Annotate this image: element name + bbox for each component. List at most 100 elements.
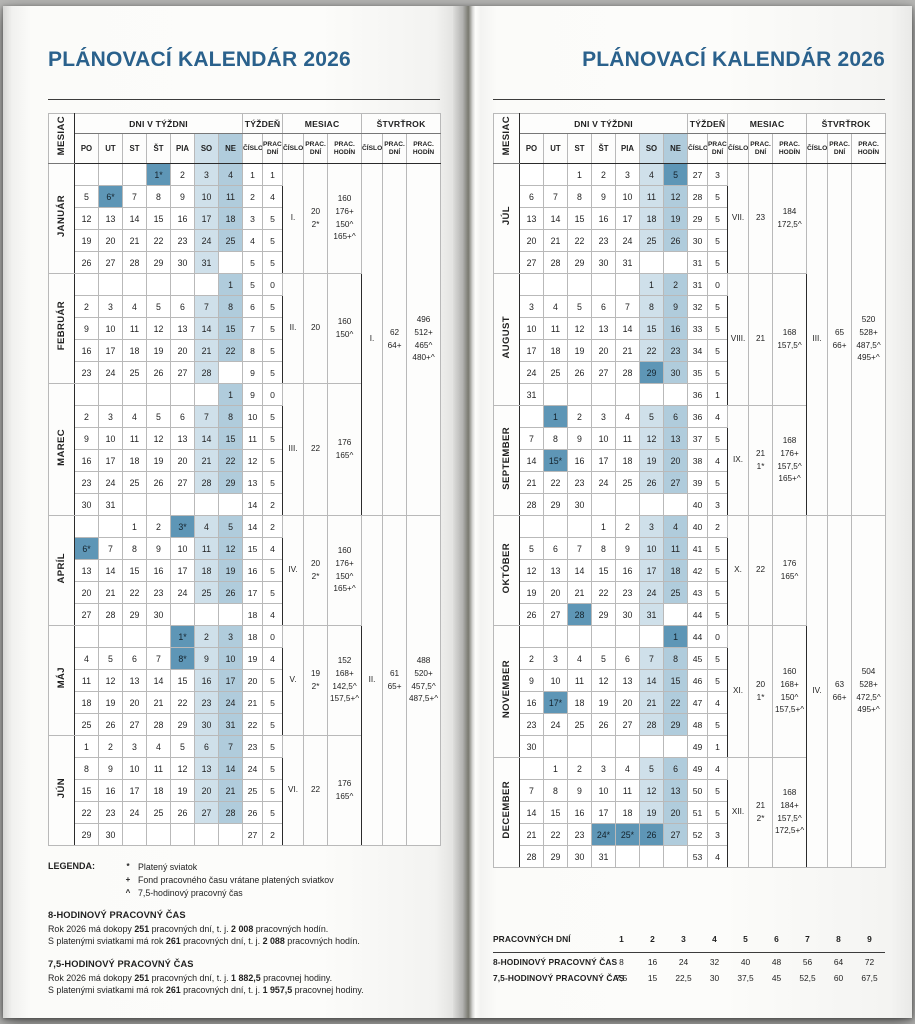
hours-value: 64 bbox=[833, 957, 844, 967]
day-cell: 11 bbox=[217, 185, 244, 208]
day-cell: 7 bbox=[122, 185, 147, 208]
day-cell bbox=[639, 625, 664, 648]
hours-value: 48 bbox=[771, 957, 782, 967]
day-cell bbox=[217, 251, 244, 274]
day-cell: 2 bbox=[662, 273, 689, 296]
week-number: 14 bbox=[242, 515, 264, 538]
week-workdays: 4 bbox=[262, 537, 284, 560]
day-cell: 18 bbox=[74, 691, 99, 714]
month-workdays: 20 1* bbox=[748, 625, 774, 758]
day-cell: 12 bbox=[74, 207, 99, 230]
day-cell: 4 bbox=[146, 735, 171, 758]
day-cell: 20 bbox=[194, 779, 219, 802]
hours-value: 56 bbox=[802, 957, 813, 967]
month-label-text: MÁJ bbox=[55, 667, 67, 689]
day-cell: 25 bbox=[567, 713, 592, 736]
note-text-segment: 2 088 bbox=[262, 936, 285, 946]
day-cell: 2 bbox=[567, 757, 592, 780]
quarter-numeral: IV. bbox=[806, 515, 829, 868]
day-cell: 12 bbox=[519, 559, 544, 582]
day-cell: 27 bbox=[98, 251, 123, 274]
week-workdays: 5 bbox=[262, 317, 284, 340]
week-number: 25 bbox=[242, 779, 264, 802]
day-cell: 16 bbox=[662, 317, 689, 340]
day-cell: 13 bbox=[74, 559, 99, 582]
day-cell: 13 bbox=[170, 317, 195, 340]
day-cell: 3* bbox=[170, 515, 195, 538]
week-number: 17 bbox=[242, 581, 264, 604]
month-label-text: SEPTEMBER bbox=[500, 426, 512, 490]
day-cell: 16 bbox=[615, 559, 640, 582]
day-cell bbox=[74, 273, 99, 296]
day-cell: 28 bbox=[639, 713, 664, 736]
day-cell: 28 bbox=[567, 603, 592, 626]
day-cell bbox=[74, 515, 99, 538]
day-cell: 28 bbox=[543, 251, 568, 274]
hours-value: 52,5 bbox=[799, 973, 816, 983]
quarter-number-header: ČÍSLO bbox=[806, 133, 829, 164]
hours-value: 32 bbox=[709, 957, 720, 967]
week-number: 28 bbox=[687, 185, 709, 208]
day-cell: 28 bbox=[217, 801, 244, 824]
month-group-label: MESIAC bbox=[282, 113, 363, 134]
weekday-header: UT bbox=[98, 133, 123, 164]
hours-value: 72 bbox=[864, 957, 875, 967]
day-cell: 24 bbox=[194, 229, 219, 252]
day-cell bbox=[662, 845, 689, 868]
day-cell: 9 bbox=[591, 185, 616, 208]
day-cell: 15* bbox=[543, 449, 568, 472]
week-workdays: 5 bbox=[262, 581, 284, 604]
day-cell: 19 bbox=[146, 339, 171, 362]
day-cell bbox=[519, 273, 544, 296]
day-cell: 6 bbox=[543, 537, 568, 560]
day-cell: 1 bbox=[74, 735, 99, 758]
day-cell: 29 bbox=[146, 251, 171, 274]
day-cell: 28 bbox=[519, 493, 544, 516]
week-number: 21 bbox=[242, 691, 264, 714]
note-line: Rok 2026 má dokopy 251 pracovných dní, t… bbox=[48, 973, 440, 985]
day-cell bbox=[639, 735, 664, 758]
day-cell bbox=[591, 735, 616, 758]
day-cell: 15 bbox=[543, 801, 568, 824]
week-workdays: 5 bbox=[262, 251, 284, 274]
day-cell: 19 bbox=[567, 339, 592, 362]
day-cell: 17 bbox=[170, 559, 195, 582]
month-workdays: 20 2* bbox=[303, 163, 329, 274]
day-cell: 12 bbox=[170, 757, 195, 780]
day-cell: 10 bbox=[170, 537, 195, 560]
day-cell: 20 bbox=[170, 339, 195, 362]
day-cell: 3 bbox=[591, 405, 616, 428]
week-number: 2 bbox=[242, 185, 264, 208]
week-number: 51 bbox=[687, 801, 709, 824]
day-cell: 10 bbox=[194, 185, 219, 208]
day-cell: 16 bbox=[74, 339, 99, 362]
month-axis-label-text: MESIAC bbox=[500, 116, 512, 156]
note-text-segment: pracovných dní, t. j. bbox=[149, 972, 232, 983]
day-cell bbox=[519, 515, 544, 538]
day-cell bbox=[615, 735, 640, 758]
day-cell: 4 bbox=[662, 515, 689, 538]
day-cell: 27 bbox=[194, 801, 219, 824]
month-numeral: VII. bbox=[727, 163, 750, 274]
day-cell: 10 bbox=[519, 317, 544, 340]
day-cell: 1 bbox=[217, 273, 244, 296]
day-cell: 5 bbox=[639, 757, 664, 780]
day-cell: 11 bbox=[662, 537, 689, 560]
week-number: 20 bbox=[242, 669, 264, 692]
note-text-segment: pracovnej hodiny. bbox=[292, 984, 364, 995]
day-cell: 28 bbox=[194, 471, 219, 494]
day-cell: 29 bbox=[170, 713, 195, 736]
day-cell: 16 bbox=[194, 669, 219, 692]
day-cell: 13 bbox=[662, 427, 689, 450]
week-number: 11 bbox=[242, 427, 264, 450]
week-group-label: TÝŽDEŇ bbox=[242, 113, 284, 134]
day-cell: 25 bbox=[194, 581, 219, 604]
day-cell: 4 bbox=[122, 405, 147, 428]
month-workhours: 160 168+ 150^ 157,5+^ bbox=[772, 625, 808, 758]
week-workdays: 5 bbox=[707, 581, 729, 604]
day-cell: 14 bbox=[194, 317, 219, 340]
day-cell bbox=[170, 493, 195, 516]
day-cell: 26 bbox=[146, 361, 171, 384]
day-cell: 22 bbox=[217, 339, 244, 362]
page-right: PLÁNOVACÍ KALENDÁR 2026 MESIAC DNI V TÝŽD… bbox=[481, 6, 912, 1018]
